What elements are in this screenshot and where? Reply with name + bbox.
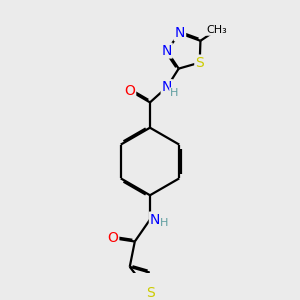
Text: O: O xyxy=(124,84,135,98)
Text: O: O xyxy=(107,231,118,245)
Text: S: S xyxy=(146,286,155,300)
Text: N: N xyxy=(175,26,185,40)
Text: N: N xyxy=(161,44,172,58)
Text: S: S xyxy=(195,56,204,70)
Text: H: H xyxy=(160,218,168,228)
Text: N: N xyxy=(150,213,160,226)
Text: CH₃: CH₃ xyxy=(206,25,227,35)
Text: N: N xyxy=(162,80,172,94)
Text: H: H xyxy=(170,88,178,98)
